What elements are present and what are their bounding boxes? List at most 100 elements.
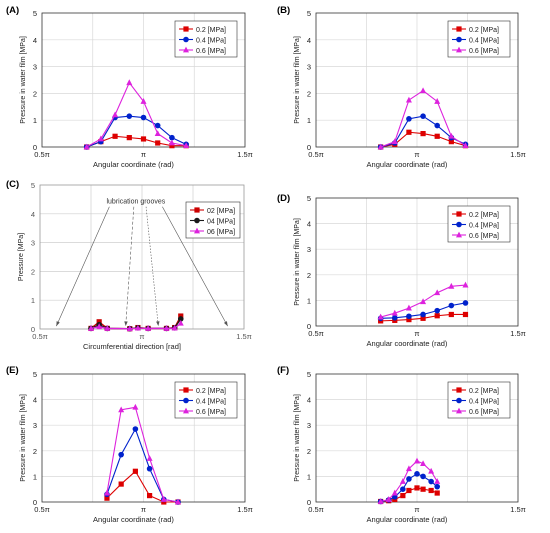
x-tick-label: π: [141, 150, 146, 159]
data-point: [434, 490, 440, 496]
y-tick-label: 2: [33, 447, 37, 456]
data-point: [399, 478, 406, 484]
data-point: [175, 498, 182, 505]
data-point: [391, 489, 398, 496]
legend-label: 0.6 [MPa]: [469, 48, 499, 55]
x-tick-label: 0.5π: [308, 150, 324, 159]
data-point: [406, 487, 412, 494]
x-tick-label: 1.5π: [237, 150, 253, 159]
series-2: [103, 403, 182, 505]
data-point: [140, 136, 147, 142]
data-point: [448, 132, 455, 139]
legend-label: 0.6 [MPa]: [196, 48, 226, 55]
legend-marker: [194, 207, 200, 213]
series-line: [86, 81, 187, 148]
data-point: [420, 460, 427, 466]
data-point: [462, 281, 469, 288]
x-tick-label: π: [414, 505, 419, 514]
y-tick-label: 3: [31, 239, 35, 248]
y-tick-label: 3: [33, 421, 37, 430]
x-axis-label: Circumferential direction [rad]: [83, 342, 181, 351]
x-tick-label: 0.5π: [34, 150, 50, 159]
x-tick-label: 0.5π: [32, 332, 48, 341]
data-point: [420, 315, 426, 321]
data-point: [154, 122, 161, 129]
legend-label: 06 [MPa]: [207, 229, 235, 236]
legend-label: 0.4 [MPa]: [469, 399, 499, 406]
y-tick-label: 4: [33, 36, 37, 45]
data-point: [448, 302, 455, 309]
series-2: [377, 457, 441, 504]
legend-label: 0.4 [MPa]: [196, 399, 226, 406]
y-tick-label: 5: [307, 370, 311, 379]
x-axis-label: Angular coordinate (rad): [367, 515, 448, 524]
y-tick-label: 2: [307, 89, 311, 98]
y-tick-label: 5: [33, 370, 37, 379]
data-point: [155, 140, 161, 146]
x-axis-label: Angular coordinate (rad): [367, 160, 448, 169]
legend-label: 0.6 [MPa]: [469, 233, 499, 240]
x-tick-label: π: [141, 505, 146, 514]
data-point: [434, 478, 441, 484]
data-point: [414, 485, 420, 491]
data-point: [177, 316, 184, 322]
data-point: [171, 324, 178, 331]
data-point: [406, 317, 412, 323]
series-2: [377, 87, 469, 150]
data-point: [118, 406, 125, 413]
x-tick-label: π: [414, 150, 419, 159]
data-point: [391, 315, 398, 321]
y-tick-label: 0: [307, 498, 311, 507]
legend-marker: [456, 46, 462, 53]
y-tick-label: 1: [31, 296, 35, 305]
y-tick-label: 1: [307, 116, 311, 125]
legend-marker: [183, 407, 189, 414]
legend-marker: [456, 211, 462, 217]
x-tick-label: 1.5π: [237, 505, 253, 514]
data-point: [112, 133, 118, 139]
y-tick-label: 0: [33, 143, 37, 152]
chart-panel-a: (A) 0 1 2 3 4 5 0.5π π 1.5π Angular coordinate (ra…: [6, 5, 253, 169]
data-point: [97, 135, 104, 142]
data-point: [377, 498, 384, 504]
data-point: [169, 134, 175, 141]
plot-frame: [315, 12, 519, 148]
panel-label: (B): [277, 5, 290, 16]
legend-marker: [456, 407, 462, 414]
panel-label: (D): [277, 193, 290, 204]
data-point: [96, 323, 103, 330]
y-tick-label: 3: [307, 245, 311, 254]
y-tick-label: 0: [33, 498, 37, 507]
data-point: [83, 143, 90, 150]
annotation-arrow: [162, 206, 228, 327]
y-axis-label: Pressure in water film [MPa]: [20, 394, 27, 482]
data-point: [145, 325, 152, 331]
y-axis-label: Pressure in water film [MPa]: [294, 394, 301, 482]
x-tick-label: 0.5π: [308, 505, 324, 514]
data-point: [134, 324, 141, 331]
data-point: [405, 96, 412, 103]
x-tick-label: π: [414, 329, 419, 338]
legend-marker: [183, 46, 189, 53]
data-point: [420, 298, 427, 305]
series-2: [377, 281, 469, 320]
series-line: [86, 115, 187, 148]
y-axis-label: Pressure [MPa]: [18, 233, 25, 281]
data-point: [183, 142, 190, 149]
data-point: [462, 142, 469, 149]
x-axis-label: Angular coordinate (rad): [93, 160, 174, 169]
data-point: [126, 325, 133, 332]
data-point: [132, 468, 138, 474]
data-point: [132, 426, 139, 432]
legend-label: 0.2 [MPa]: [196, 27, 226, 34]
data-point: [406, 476, 412, 482]
data-point: [177, 319, 184, 326]
y-tick-label: 0: [307, 143, 311, 152]
data-point: [163, 325, 170, 331]
y-tick-label: 4: [31, 210, 35, 219]
data-point: [414, 457, 420, 464]
data-point: [146, 493, 153, 499]
data-point: [434, 289, 441, 296]
y-tick-label: 1: [33, 116, 37, 125]
legend-marker: [194, 227, 200, 234]
